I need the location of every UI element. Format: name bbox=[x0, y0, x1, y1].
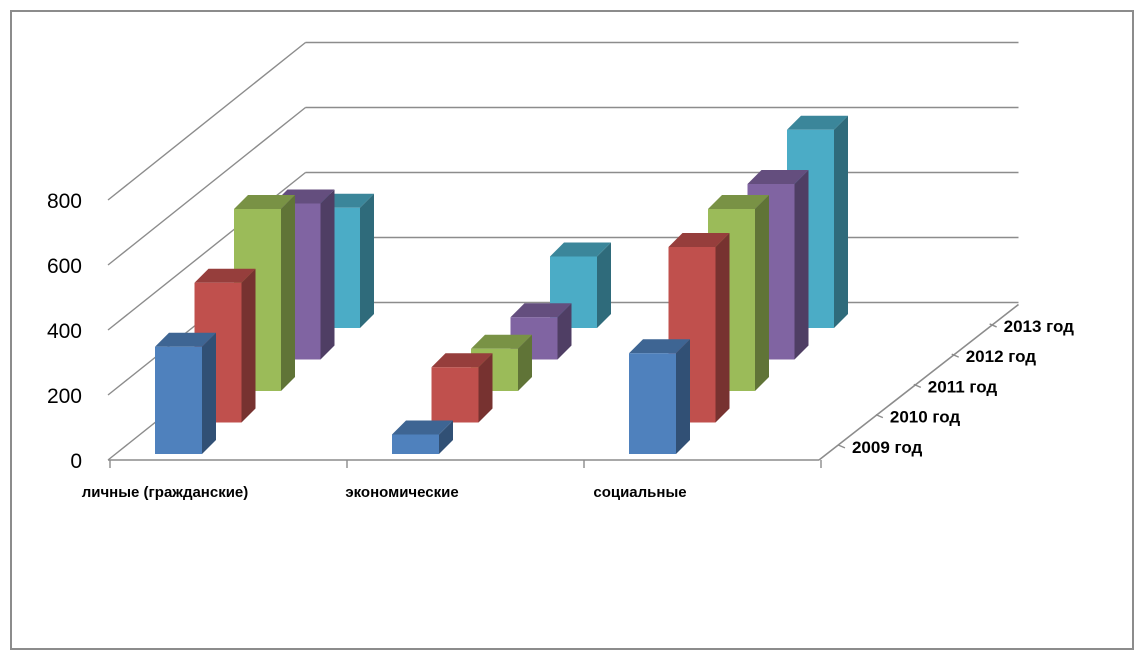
bar-side-1-1 bbox=[478, 353, 493, 423]
y-tick-label-0: 0 bbox=[70, 450, 82, 473]
depth-tick-4 bbox=[989, 323, 997, 328]
category-label-2: социальные bbox=[593, 484, 686, 501]
gridline-side-3 bbox=[107, 106, 306, 266]
bar-side-3-1 bbox=[557, 303, 572, 360]
bar-side-2-0 bbox=[281, 195, 295, 391]
y-tick-label-2: 400 bbox=[47, 320, 82, 343]
bar-side-0-2 bbox=[676, 339, 690, 454]
bar-top-2-1 bbox=[471, 334, 532, 349]
series-label-1: 2010 год bbox=[890, 408, 961, 427]
category-label-0: личные (гражданские) bbox=[82, 484, 249, 501]
bar-front-0-1 bbox=[392, 434, 439, 454]
category-label-1: экономические bbox=[345, 484, 458, 501]
bar-top-0-0 bbox=[155, 332, 216, 347]
gridline-side-4 bbox=[107, 41, 306, 201]
bar-side-0-0 bbox=[202, 332, 216, 454]
series-label-4: 2013 год bbox=[1004, 317, 1075, 336]
depth-tick-0 bbox=[837, 444, 846, 449]
bar-side-4-0 bbox=[360, 193, 374, 328]
bar-side-4-2 bbox=[834, 115, 848, 328]
y-tick-label-1: 200 bbox=[47, 385, 82, 408]
y-tick-label-4: 800 bbox=[47, 190, 82, 213]
bar-front-1-1 bbox=[431, 367, 479, 423]
bar-side-1-2 bbox=[715, 233, 730, 423]
bar-side-2-2 bbox=[755, 195, 769, 391]
depth-tick-2 bbox=[913, 383, 922, 389]
depth-axis-line bbox=[818, 303, 1019, 461]
bar-side-3-0 bbox=[320, 189, 335, 360]
bar-top-3-1 bbox=[510, 303, 572, 318]
bar-top-4-2 bbox=[787, 115, 848, 130]
series-label-3: 2012 год bbox=[966, 347, 1037, 366]
bar-front-0-2 bbox=[629, 353, 676, 454]
bar-0-0 bbox=[155, 332, 216, 454]
series-label-0: 2009 год bbox=[852, 438, 923, 457]
bar-top-1-1 bbox=[431, 353, 493, 368]
bar-0-2 bbox=[629, 339, 690, 454]
bar-side-1-0 bbox=[241, 268, 256, 423]
bar-top-1-2 bbox=[668, 233, 730, 247]
bar-side-3-2 bbox=[794, 170, 809, 360]
series-label-2: 2011 год bbox=[928, 377, 998, 396]
bar-side-4-1 bbox=[597, 242, 611, 328]
bar-top-3-2 bbox=[747, 170, 809, 184]
bar-top-0-1 bbox=[392, 420, 453, 435]
bar-top-4-1 bbox=[550, 242, 611, 257]
bar-top-2-2 bbox=[708, 195, 769, 209]
depth-tick-3 bbox=[951, 353, 959, 358]
bar-4-1 bbox=[550, 242, 611, 328]
y-tick-label-3: 600 bbox=[47, 255, 82, 278]
depth-tick-1 bbox=[875, 413, 884, 419]
bar-top-1-0 bbox=[194, 268, 256, 283]
bar-side-0-1 bbox=[439, 420, 453, 454]
bar-top-0-2 bbox=[629, 339, 690, 354]
bar-top-2-0 bbox=[234, 195, 295, 209]
bar-side-2-1 bbox=[518, 334, 532, 391]
bar-front-0-0 bbox=[155, 346, 202, 454]
bar-1-1 bbox=[431, 353, 493, 423]
bar-0-1 bbox=[392, 420, 453, 454]
